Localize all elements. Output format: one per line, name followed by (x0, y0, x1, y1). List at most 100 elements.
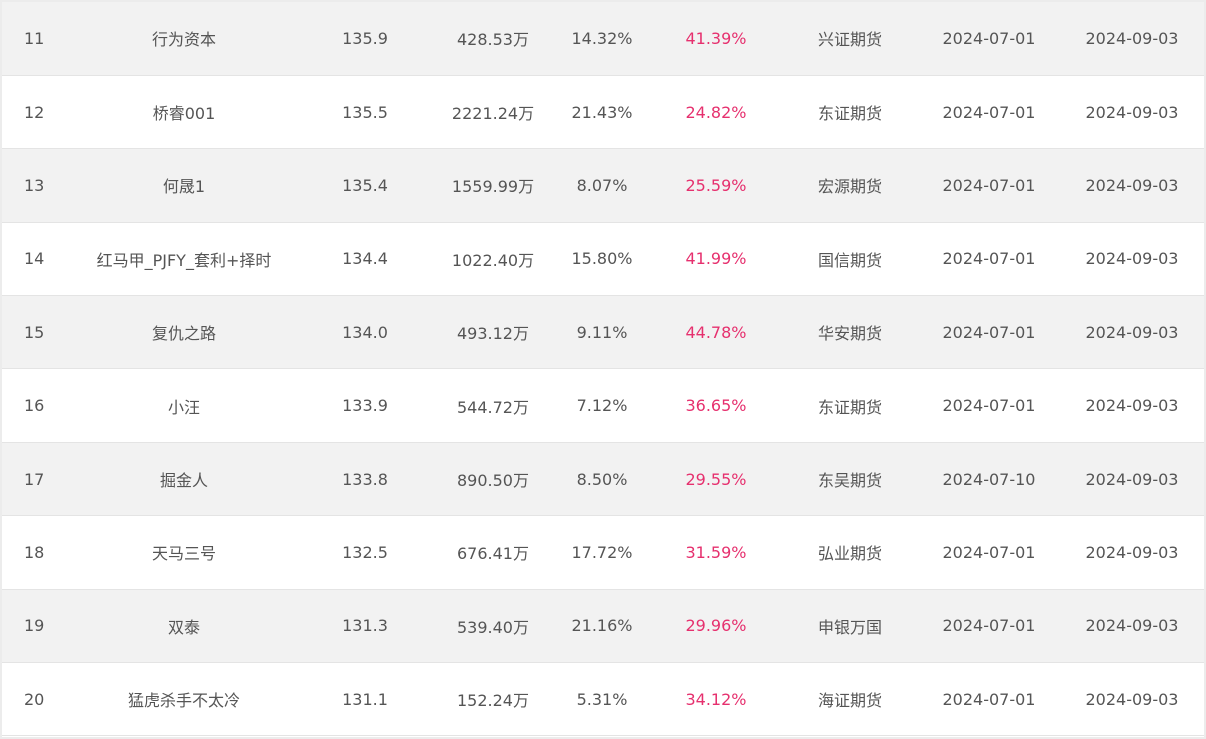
rank-cell: 19 (2, 589, 70, 664)
broker-cell: 弘业期货 (782, 515, 918, 590)
return-rate-cell: 31.59% (650, 515, 782, 590)
start-date-cell: 2024-07-01 (918, 295, 1060, 370)
broker-cell: 申银万国 (782, 589, 918, 664)
table-row[interactable]: 18 天马三号 132.5 676.41万 17.72% 31.59% 弘业期货 2024-0… (2, 515, 1204, 590)
start-date-cell: 2024-07-01 (918, 2, 1060, 76)
equity-cell: 890.50万 (432, 442, 554, 517)
rank-cell: 15 (2, 295, 70, 370)
max-drawdown-cell: 8.07% (554, 148, 650, 223)
start-date-cell: 2024-07-01 (918, 368, 1060, 443)
broker-cell: 华安期货 (782, 295, 918, 370)
rank-cell: 16 (2, 368, 70, 443)
end-date-cell: 2024-09-03 (1060, 2, 1204, 76)
start-date-cell: 2024-07-01 (918, 222, 1060, 297)
account-name-cell: 天马三号 (70, 515, 298, 590)
account-name-cell: 双泰 (70, 589, 298, 664)
start-date-cell: 2024-07-10 (918, 442, 1060, 517)
score-cell: 135.5 (298, 75, 432, 150)
equity-cell: 428.53万 (432, 2, 554, 76)
table-row[interactable]: 16 小汪 133.9 544.72万 7.12% 36.65% 东证期货 2024-07-0… (2, 368, 1204, 443)
table-row[interactable]: 20 猛虎杀手不太冷 131.1 152.24万 5.31% 34.12% 海证期货 2024… (2, 662, 1204, 737)
equity-cell: 676.41万 (432, 515, 554, 590)
rank-cell: 20 (2, 662, 70, 737)
end-date-cell: 2024-09-03 (1060, 295, 1204, 370)
equity-cell: 1022.40万 (432, 222, 554, 297)
broker-cell: 海证期货 (782, 662, 918, 737)
account-name-cell: 何晟1 (70, 148, 298, 223)
max-drawdown-cell: 8.50% (554, 442, 650, 517)
account-name-cell: 红马甲_PJFY_套利+择时 (70, 222, 298, 297)
score-cell: 135.4 (298, 148, 432, 223)
table-row[interactable]: 12 桥睿001 135.5 2221.24万 21.43% 24.82% 东证期货 2024… (2, 75, 1204, 150)
max-drawdown-cell: 5.31% (554, 662, 650, 737)
end-date-cell: 2024-09-03 (1060, 75, 1204, 150)
max-drawdown-cell: 17.72% (554, 515, 650, 590)
account-name-cell: 行为资本 (70, 2, 298, 76)
rank-cell: 17 (2, 442, 70, 517)
table-row[interactable]: 15 复仇之路 134.0 493.12万 9.11% 44.78% 华安期货 2024-07… (2, 295, 1204, 370)
equity-cell: 539.40万 (432, 589, 554, 664)
score-cell: 131.3 (298, 589, 432, 664)
start-date-cell: 2024-07-01 (918, 589, 1060, 664)
account-name-cell: 小汪 (70, 368, 298, 443)
table-row[interactable]: 17 掘金人 133.8 890.50万 8.50% 29.55% 东吴期货 2024-07-… (2, 442, 1204, 517)
start-date-cell: 2024-07-01 (918, 148, 1060, 223)
return-rate-cell: 25.59% (650, 148, 782, 223)
end-date-cell: 2024-09-03 (1060, 589, 1204, 664)
table-row[interactable]: 14 红马甲_PJFY_套利+择时 134.4 1022.40万 15.80% 41.99… (2, 222, 1204, 297)
end-date-cell: 2024-09-03 (1060, 442, 1204, 517)
max-drawdown-cell: 21.43% (554, 75, 650, 150)
broker-cell: 国信期货 (782, 222, 918, 297)
max-drawdown-cell: 7.12% (554, 368, 650, 443)
return-rate-cell: 24.82% (650, 75, 782, 150)
score-cell: 133.9 (298, 368, 432, 443)
max-drawdown-cell: 21.16% (554, 589, 650, 664)
table-row[interactable]: 19 双泰 131.3 539.40万 21.16% 29.96% 申银万国 2024-07-… (2, 589, 1204, 664)
start-date-cell: 2024-07-01 (918, 75, 1060, 150)
max-drawdown-cell: 14.32% (554, 2, 650, 76)
score-cell: 135.9 (298, 2, 432, 76)
end-date-cell: 2024-09-03 (1060, 148, 1204, 223)
max-drawdown-cell: 9.11% (554, 295, 650, 370)
score-cell: 131.1 (298, 662, 432, 737)
max-drawdown-cell: 15.80% (554, 222, 650, 297)
end-date-cell: 2024-09-03 (1060, 662, 1204, 737)
end-date-cell: 2024-09-03 (1060, 515, 1204, 590)
equity-cell: 1559.99万 (432, 148, 554, 223)
end-date-cell: 2024-09-03 (1060, 222, 1204, 297)
start-date-cell: 2024-07-01 (918, 515, 1060, 590)
start-date-cell: 2024-07-01 (918, 662, 1060, 737)
equity-cell: 2221.24万 (432, 75, 554, 150)
table-row[interactable]: 11 行为资本 135.9 428.53万 14.32% 41.39% 兴证期货 2024-0… (2, 2, 1204, 76)
account-name-cell: 猛虎杀手不太冷 (70, 662, 298, 737)
rank-cell: 14 (2, 222, 70, 297)
rank-cell: 13 (2, 148, 70, 223)
return-rate-cell: 36.65% (650, 368, 782, 443)
broker-cell: 宏源期货 (782, 148, 918, 223)
broker-cell: 东证期货 (782, 368, 918, 443)
rank-cell: 11 (2, 2, 70, 76)
score-cell: 134.0 (298, 295, 432, 370)
account-name-cell: 掘金人 (70, 442, 298, 517)
rank-cell: 12 (2, 75, 70, 150)
equity-cell: 493.12万 (432, 295, 554, 370)
account-name-cell: 复仇之路 (70, 295, 298, 370)
table-row[interactable]: 13 何晟1 135.4 1559.99万 8.07% 25.59% 宏源期货 2024-07… (2, 148, 1204, 223)
return-rate-cell: 29.55% (650, 442, 782, 517)
return-rate-cell: 41.39% (650, 2, 782, 76)
broker-cell: 东吴期货 (782, 442, 918, 517)
return-rate-cell: 44.78% (650, 295, 782, 370)
score-cell: 132.5 (298, 515, 432, 590)
return-rate-cell: 29.96% (650, 589, 782, 664)
account-name-cell: 桥睿001 (70, 75, 298, 150)
rank-cell: 18 (2, 515, 70, 590)
return-rate-cell: 34.12% (650, 662, 782, 737)
broker-cell: 东证期货 (782, 75, 918, 150)
score-cell: 133.8 (298, 442, 432, 517)
equity-cell: 544.72万 (432, 368, 554, 443)
score-cell: 134.4 (298, 222, 432, 297)
equity-cell: 152.24万 (432, 662, 554, 737)
